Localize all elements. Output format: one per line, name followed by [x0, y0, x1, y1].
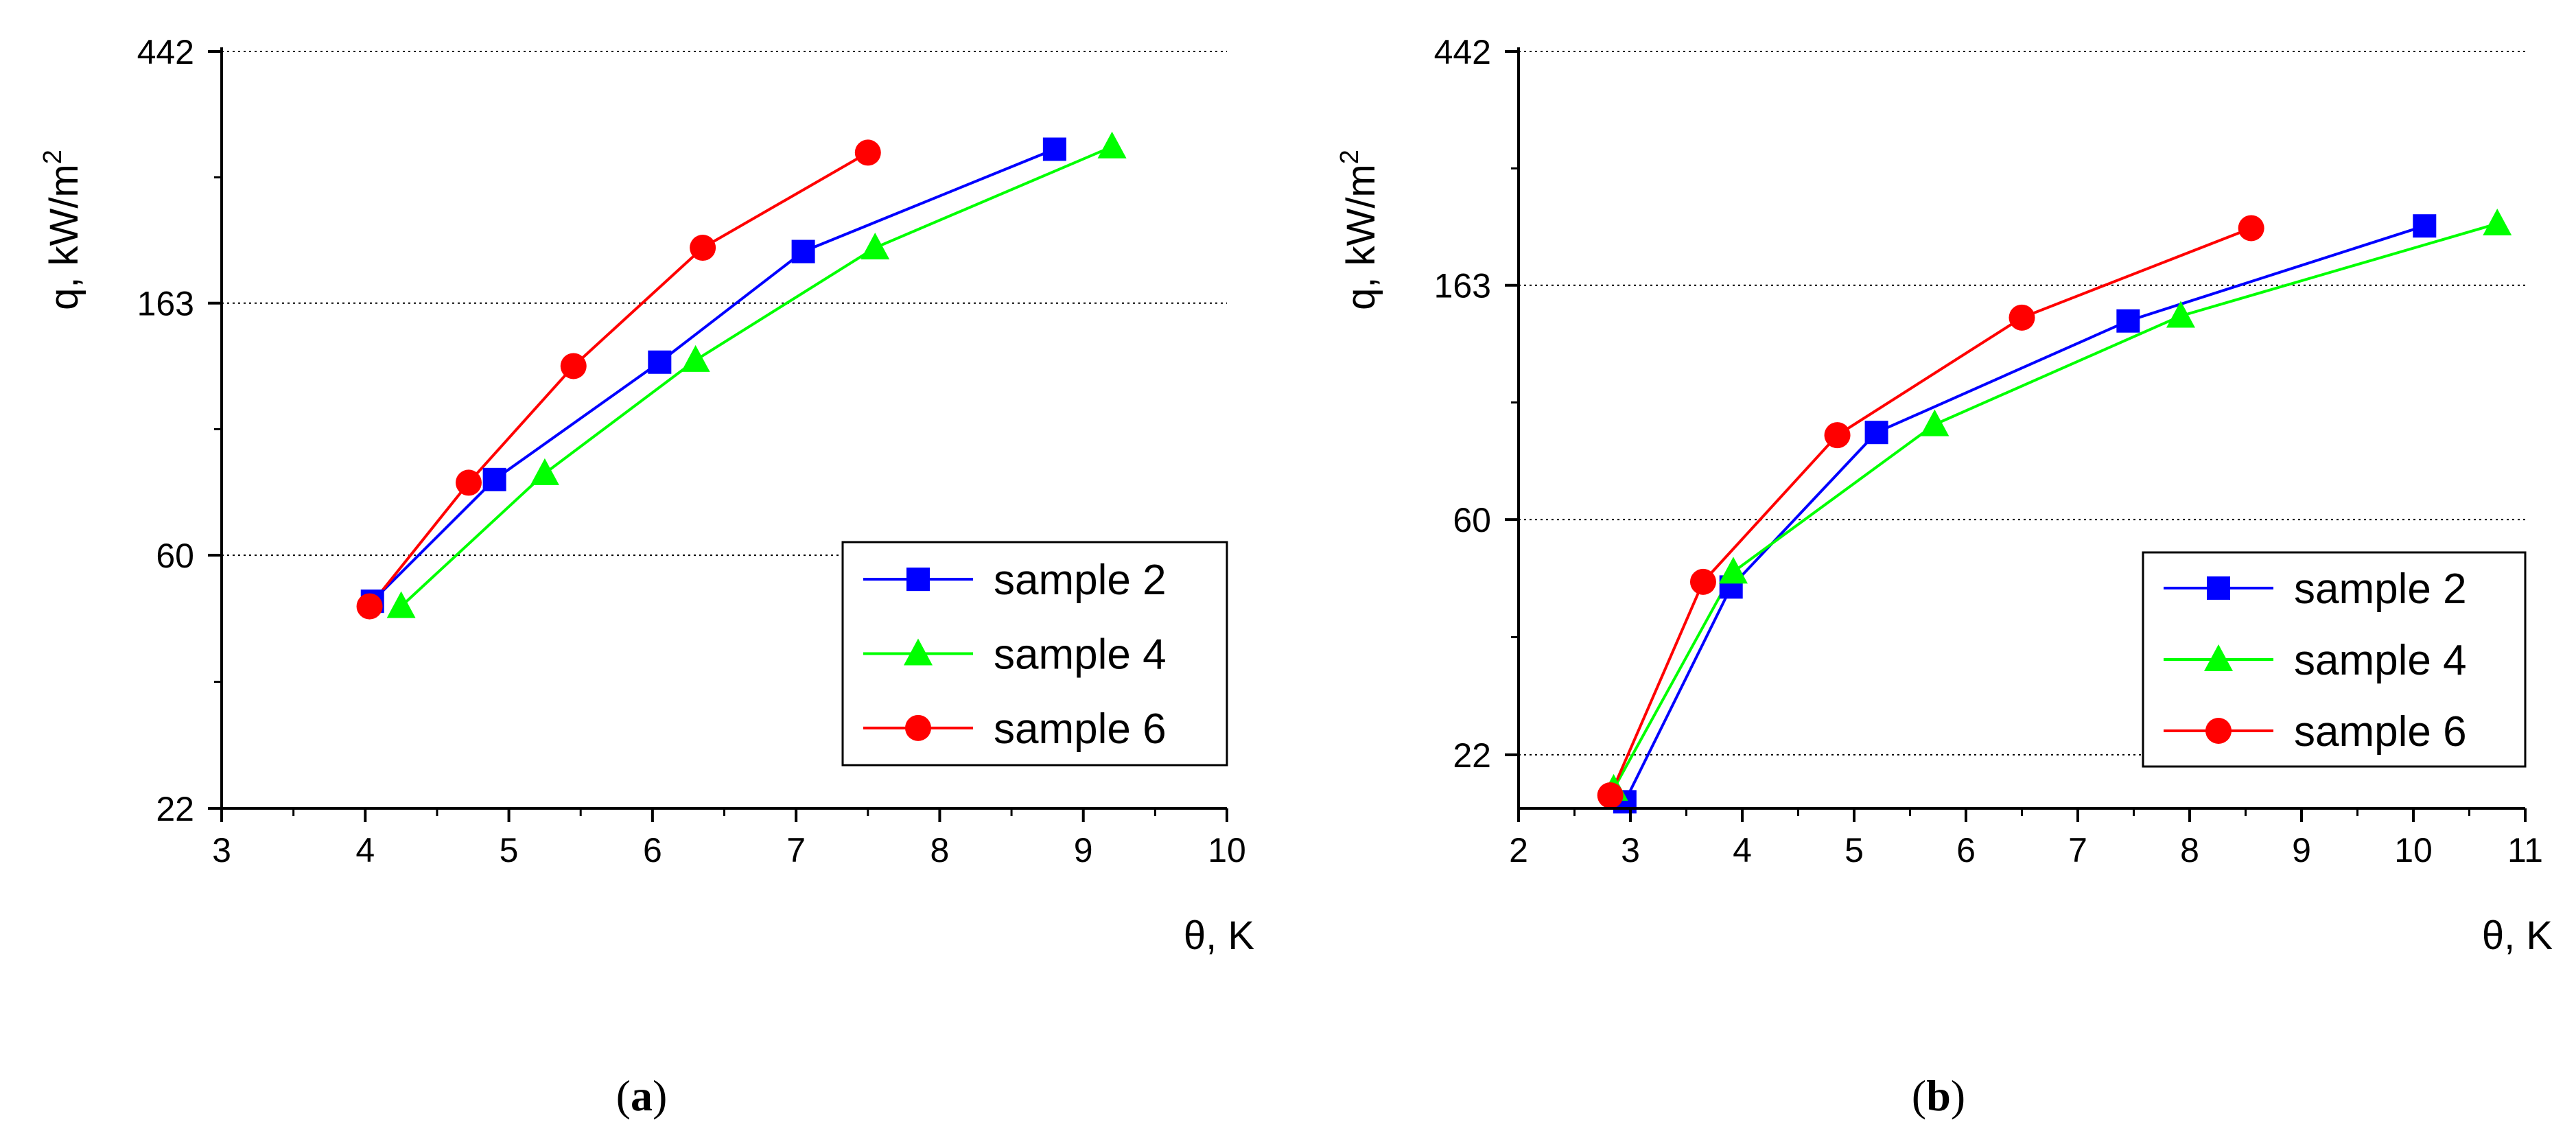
legend-marker [2207, 576, 2230, 600]
y-axis-title-superscript: 2 [38, 150, 67, 164]
data-point [648, 350, 672, 374]
legend-marker [2204, 644, 2233, 671]
legend: sample 2 sample 4 sample 6 [2142, 551, 2527, 768]
legend-marker [904, 638, 933, 666]
data-point [1097, 131, 1127, 159]
x-tick-label: 10 [1208, 831, 1246, 869]
data-point [1824, 422, 1851, 449]
data-point [2413, 214, 2437, 238]
series-layer [356, 131, 1127, 620]
gridlines [222, 51, 1227, 557]
data-point [1718, 557, 1748, 584]
x-tick-label: 3 [212, 831, 231, 869]
y-axis-title: q, kW/m2 [38, 150, 86, 310]
x-tick-label: 4 [355, 831, 375, 869]
y-tick-label: 163 [1434, 267, 1491, 305]
legend-label: sample 2 [994, 557, 1167, 604]
y-axis-title-main: q, kW/m [42, 164, 86, 310]
y-tick-label: 60 [156, 537, 194, 575]
x-tick-label: 4 [1733, 831, 1752, 869]
data-point [791, 239, 815, 264]
y-axis-title-main: q, kW/m [1339, 164, 1383, 310]
series-line [368, 151, 869, 607]
y-tick-label: 60 [1453, 501, 1491, 539]
x-tick-label: 7 [2068, 831, 2087, 869]
data-point [1920, 409, 1949, 436]
x-tick-label: 7 [786, 831, 806, 869]
x-tick-label: 5 [1845, 831, 1864, 869]
data-point [2009, 304, 2035, 331]
data-point [860, 233, 890, 260]
series-line [371, 148, 1055, 603]
data-point [2483, 208, 2512, 235]
y-tick-label: 163 [137, 285, 194, 323]
data-point [2166, 301, 2195, 328]
y-tick-label: 22 [1453, 736, 1491, 775]
data-point [1597, 782, 1624, 809]
x-tick-label: 8 [2180, 831, 2199, 869]
data-point [690, 235, 716, 261]
data-point [1864, 421, 1888, 445]
x-tick-label: 2 [1509, 831, 1528, 869]
data-point [1689, 568, 1716, 595]
y-tick-label: 22 [156, 790, 194, 828]
axes: 3 4 5 6 7 8 9 10 22 60 163 442 θ, K q, kW/m2 [38, 33, 1254, 958]
x-axis-title: θ, K [1184, 913, 1254, 958]
data-point [356, 593, 383, 620]
data-point [1042, 137, 1066, 161]
legend-marker [906, 568, 930, 592]
x-tick-label: 9 [2292, 831, 2311, 869]
series-layer [1597, 208, 2512, 814]
x-tick-label: 6 [643, 831, 662, 869]
x-tick-label: 8 [930, 831, 950, 869]
panel-caption-a: (a) [616, 1071, 668, 1120]
data-point [530, 458, 559, 485]
data-point [854, 139, 881, 166]
legend-marker [905, 714, 931, 741]
panel-caption-b: (b) [1912, 1071, 1965, 1120]
legend: sample 2 sample 4 sample 6 [841, 541, 1228, 767]
legend-label: sample 4 [2294, 637, 2467, 684]
x-tick-label: 10 [2394, 831, 2433, 869]
legend-marker [2205, 718, 2232, 744]
legend-label: sample 6 [994, 705, 1167, 753]
data-point [386, 591, 416, 618]
legend-label: sample 2 [2294, 565, 2467, 613]
x-tick-label: 6 [1956, 831, 1976, 869]
y-axis-title-superscript: 2 [1335, 150, 1364, 164]
x-tick-label: 5 [500, 831, 519, 869]
legend-label: sample 4 [994, 631, 1167, 679]
data-point [482, 467, 506, 491]
data-point [560, 353, 587, 379]
x-tick-label: 11 [2507, 831, 2543, 869]
y-axis-title: q, kW/m2 [1335, 150, 1383, 310]
y-tick-label: 442 [137, 33, 194, 71]
x-tick-label: 9 [1074, 831, 1093, 869]
data-point [455, 469, 482, 496]
x-axis-title: θ, K [2482, 913, 2553, 958]
data-point [2238, 215, 2264, 242]
chart-panel-a: 3 4 5 6 7 8 9 10 22 60 163 442 θ, K q, kW/m2 sample 2… [38, 33, 1254, 958]
x-tick-label: 3 [1621, 831, 1640, 869]
data-point [681, 344, 710, 372]
y-tick-label: 442 [1434, 33, 1491, 71]
data-point [2116, 309, 2140, 333]
legend-label: sample 6 [2294, 708, 2467, 756]
